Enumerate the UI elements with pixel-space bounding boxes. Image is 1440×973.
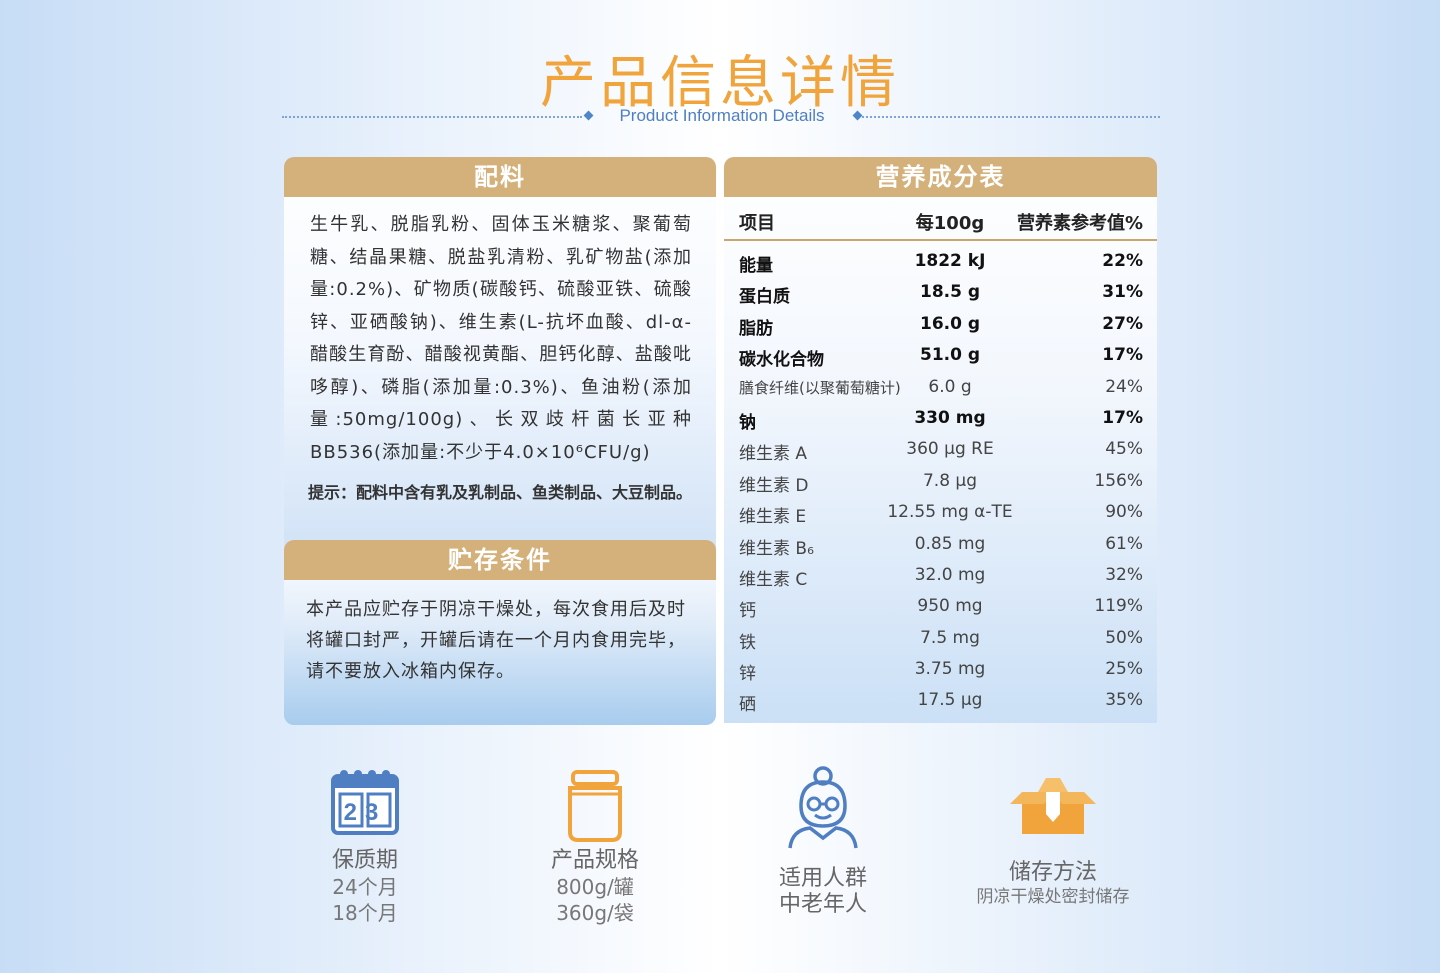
spec-line2: 360g/袋 bbox=[556, 901, 634, 925]
row-nrv: 35% bbox=[1105, 690, 1143, 711]
row-amount: 0.85 mg bbox=[914, 533, 986, 554]
spec-label: 产品规格 bbox=[550, 848, 639, 873]
storage-text: 本产品应贮存于阴凉干燥处，每次食用后及时将罐口封严，开罐后请在一个月内食用完毕，… bbox=[306, 599, 686, 682]
row-nrv: 90% bbox=[1105, 502, 1143, 523]
nutrition-heading: 营养成分表 bbox=[724, 157, 1157, 197]
spec-line1: 800g/罐 bbox=[556, 875, 634, 899]
elderly-person-icon bbox=[788, 766, 858, 849]
table-row: 碳水化合物 51.0 g 17% bbox=[724, 339, 1157, 370]
row-amount: 12.55 mg α-TE bbox=[887, 502, 1013, 523]
row-nrv: 25% bbox=[1105, 659, 1143, 680]
row-name: 维生素 A bbox=[739, 444, 808, 465]
row-amount: 1822 kJ bbox=[914, 251, 986, 271]
row-nrv: 61% bbox=[1105, 533, 1143, 554]
row-amount: 51.0 g bbox=[919, 345, 981, 366]
diamond-left bbox=[583, 110, 594, 121]
page-title: 产品信息详情 bbox=[540, 51, 900, 116]
row-name: 脂肪 bbox=[739, 318, 773, 339]
row-amount: 7.5 mg bbox=[920, 627, 980, 648]
row-amount: 6.0 g bbox=[928, 376, 972, 397]
row-name: 钠 bbox=[739, 412, 756, 433]
row-amount: 18.5 g bbox=[919, 282, 981, 303]
table-row: 维生素 D 7.8 μg 156% bbox=[724, 465, 1157, 496]
feature-shelf-life: 保质期 24个月 18个月 bbox=[282, 848, 448, 926]
row-amount: 16.0 g bbox=[919, 313, 981, 334]
feature-spec: 产品规格 800g/罐 360g/袋 bbox=[512, 848, 678, 926]
row-name: 维生素 E bbox=[739, 507, 807, 528]
shelf-life-line2: 18个月 bbox=[332, 901, 398, 925]
row-amount: 17.5 μg bbox=[917, 690, 983, 711]
feature-storage: 储存方法 阴凉干燥处密封储存 bbox=[950, 860, 1156, 908]
audience-label: 适用人群 bbox=[778, 866, 867, 891]
diamond-right bbox=[852, 110, 863, 121]
row-nrv: 156% bbox=[1094, 470, 1143, 491]
feature-audience: 适用人群 中老年人 bbox=[740, 866, 906, 918]
table-row: 钠 330 mg 17% bbox=[724, 402, 1157, 433]
allergen-tip: 提示：配料中含有乳及乳制品、鱼类制品、大豆制品。 bbox=[308, 483, 693, 502]
table-row: 蛋白质 18.5 g 31% bbox=[724, 276, 1157, 307]
row-nrv: 31% bbox=[1102, 282, 1143, 303]
audience-line1: 中老年人 bbox=[778, 892, 867, 917]
can-icon bbox=[568, 770, 622, 842]
row-name: 硒 bbox=[739, 695, 756, 716]
row-nrv: 45% bbox=[1105, 439, 1143, 460]
row-name: 锌 bbox=[739, 664, 756, 685]
table-row: 维生素 A 360 μg RE 45% bbox=[724, 433, 1157, 464]
calendar-digits: 23 bbox=[344, 799, 387, 826]
table-row: 能量 1822 kJ 22% bbox=[724, 245, 1157, 276]
row-nrv: 17% bbox=[1102, 345, 1143, 366]
row-amount: 7.8 μg bbox=[922, 470, 978, 491]
row-nrv: 119% bbox=[1094, 596, 1143, 617]
storage-method-line1: 阴凉干燥处密封储存 bbox=[976, 887, 1130, 907]
table-row: 脂肪 16.0 g 27% bbox=[724, 308, 1157, 339]
row-nrv: 32% bbox=[1105, 564, 1143, 585]
table-row: 维生素 E 12.55 mg α-TE 90% bbox=[724, 496, 1157, 527]
row-nrv: 50% bbox=[1105, 627, 1143, 648]
row-name: 钙 bbox=[739, 601, 756, 622]
row-name: 膳食纤维(以聚葡萄糖计) bbox=[739, 378, 901, 397]
nutrition-panel: 营养成分表 项目 每100g 营养素参考值% 能量 1822 kJ 22% 蛋白… bbox=[724, 157, 1157, 723]
col-item: 项目 bbox=[739, 213, 775, 234]
nutrition-header-row: 项目 每100g 营养素参考值% bbox=[724, 197, 1157, 241]
table-row: 硒 17.5 μg 35% bbox=[724, 684, 1157, 715]
ingredients-text: 生牛乳、脱脂乳粉、固体玉米糖浆、聚葡萄糖、结晶果糖、脱盐乳清粉、乳矿物盐(添加量… bbox=[310, 214, 692, 463]
col-nrv: 营养素参考值% bbox=[1016, 213, 1143, 234]
row-amount: 360 μg RE bbox=[906, 439, 994, 460]
row-name: 维生素 D bbox=[739, 475, 809, 496]
table-row: 维生素 C 32.0 mg 32% bbox=[724, 559, 1157, 590]
table-row: 锌 3.75 mg 25% bbox=[724, 653, 1157, 684]
divider-right bbox=[862, 116, 1160, 118]
storage-panel: 贮存条件 本产品应贮存于阴凉干燥处，每次食用后及时将罐口封严，开罐后请在一个月内… bbox=[284, 540, 716, 725]
row-nrv: 22% bbox=[1102, 251, 1143, 271]
row-name: 铁 bbox=[739, 632, 756, 653]
storage-method-label: 储存方法 bbox=[1008, 860, 1097, 885]
divider-left bbox=[282, 116, 582, 118]
ingredients-heading: 配料 bbox=[284, 157, 716, 197]
row-amount: 950 mg bbox=[917, 596, 983, 617]
page-subtitle: Product Information Details bbox=[619, 106, 825, 125]
storage-heading: 贮存条件 bbox=[284, 540, 716, 580]
row-name: 蛋白质 bbox=[739, 287, 790, 308]
row-name: 碳水化合物 bbox=[739, 350, 824, 371]
table-row: 维生素 B₆ 0.85 mg 61% bbox=[724, 528, 1157, 559]
row-nrv: 27% bbox=[1102, 313, 1143, 334]
shelf-life-line1: 24个月 bbox=[332, 875, 398, 899]
row-amount: 330 mg bbox=[914, 407, 986, 428]
ingredients-panel: 配料 生牛乳、脱脂乳粉、固体玉米糖浆、聚葡萄糖、结晶果糖、脱盐乳清粉、乳矿物盐(… bbox=[284, 157, 716, 567]
row-nrv: 17% bbox=[1102, 407, 1143, 428]
row-amount: 3.75 mg bbox=[914, 659, 986, 680]
row-nrv: 24% bbox=[1105, 376, 1143, 397]
row-amount: 32.0 mg bbox=[914, 564, 986, 585]
shelf-life-label: 保质期 bbox=[331, 848, 398, 873]
row-name: 能量 bbox=[739, 256, 773, 276]
row-name: 维生素 B₆ bbox=[739, 538, 814, 559]
subtitle-row: Product Information Details bbox=[282, 106, 1160, 128]
box-icon bbox=[1010, 778, 1096, 834]
col-per100g: 每100g bbox=[915, 213, 985, 234]
calendar-icon: 23 bbox=[331, 770, 399, 835]
table-row: 膳食纤维(以聚葡萄糖计) 6.0 g 24% bbox=[724, 371, 1157, 402]
row-name: 维生素 C bbox=[739, 569, 808, 590]
table-row: 铁 7.5 mg 50% bbox=[724, 622, 1157, 653]
table-row: 钙 950 mg 119% bbox=[724, 590, 1157, 621]
